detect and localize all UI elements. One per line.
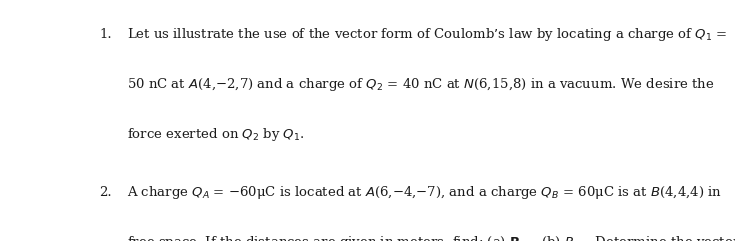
Text: A charge $Q_A$ = −60μC is located at $A$(6,−4,−7), and a charge $Q_B$ = 60μC is : A charge $Q_A$ = −60μC is located at $A$…	[127, 184, 722, 201]
Text: free space. If the distances are given in meters, find: (a) $\mathbf{R}_{AB}$  (: free space. If the distances are given i…	[127, 234, 735, 241]
Text: force exerted on $Q_2$ by $Q_1$.: force exerted on $Q_2$ by $Q_1$.	[127, 127, 305, 143]
Text: 2.: 2.	[99, 186, 112, 199]
Text: Let us illustrate the use of the vector form of Coulomb’s law by locating a char: Let us illustrate the use of the vector …	[127, 26, 728, 43]
Text: 1.: 1.	[99, 28, 112, 41]
Text: 50 nC at $A$(4,−2,7) and a charge of $Q_2$ = 40 nC at $N$(6,15,8) in a vacuum. W: 50 nC at $A$(4,−2,7) and a charge of $Q_…	[127, 76, 714, 93]
